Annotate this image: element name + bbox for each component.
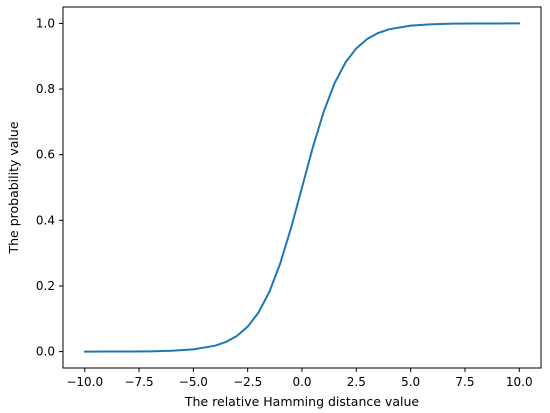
x-tick-label: −5.0 <box>179 375 208 389</box>
x-tick-label: 0.0 <box>292 375 311 389</box>
x-tick-label: 5.0 <box>401 375 420 389</box>
axis-layer: −10.0 −7.5 −5.0 −2.5 0.0 2.5 5.0 7.5 10.0 0.0 0.2 0… <box>36 6 542 389</box>
y-tick-label: 0.0 <box>36 345 55 359</box>
y-tick-label: 0.8 <box>36 82 55 96</box>
x-axis-label: The relative Hamming distance value <box>184 394 419 409</box>
y-axis-label: The probability value <box>6 121 21 254</box>
y-tick-label: 1.0 <box>36 16 55 30</box>
x-tick-label: −2.5 <box>233 375 262 389</box>
plot-layer <box>83 22 521 353</box>
y-tick-label: 0.6 <box>36 148 55 162</box>
x-tick-label: 10.0 <box>506 375 533 389</box>
series-line-0 <box>83 22 521 353</box>
x-tick-label: −7.5 <box>124 375 153 389</box>
x-tick-label: −10.0 <box>66 375 103 389</box>
y-tick-label: 0.2 <box>36 279 55 293</box>
x-tick-label: 7.5 <box>455 375 474 389</box>
y-tick-label: 0.4 <box>36 213 55 227</box>
x-tick-label: 2.5 <box>347 375 366 389</box>
